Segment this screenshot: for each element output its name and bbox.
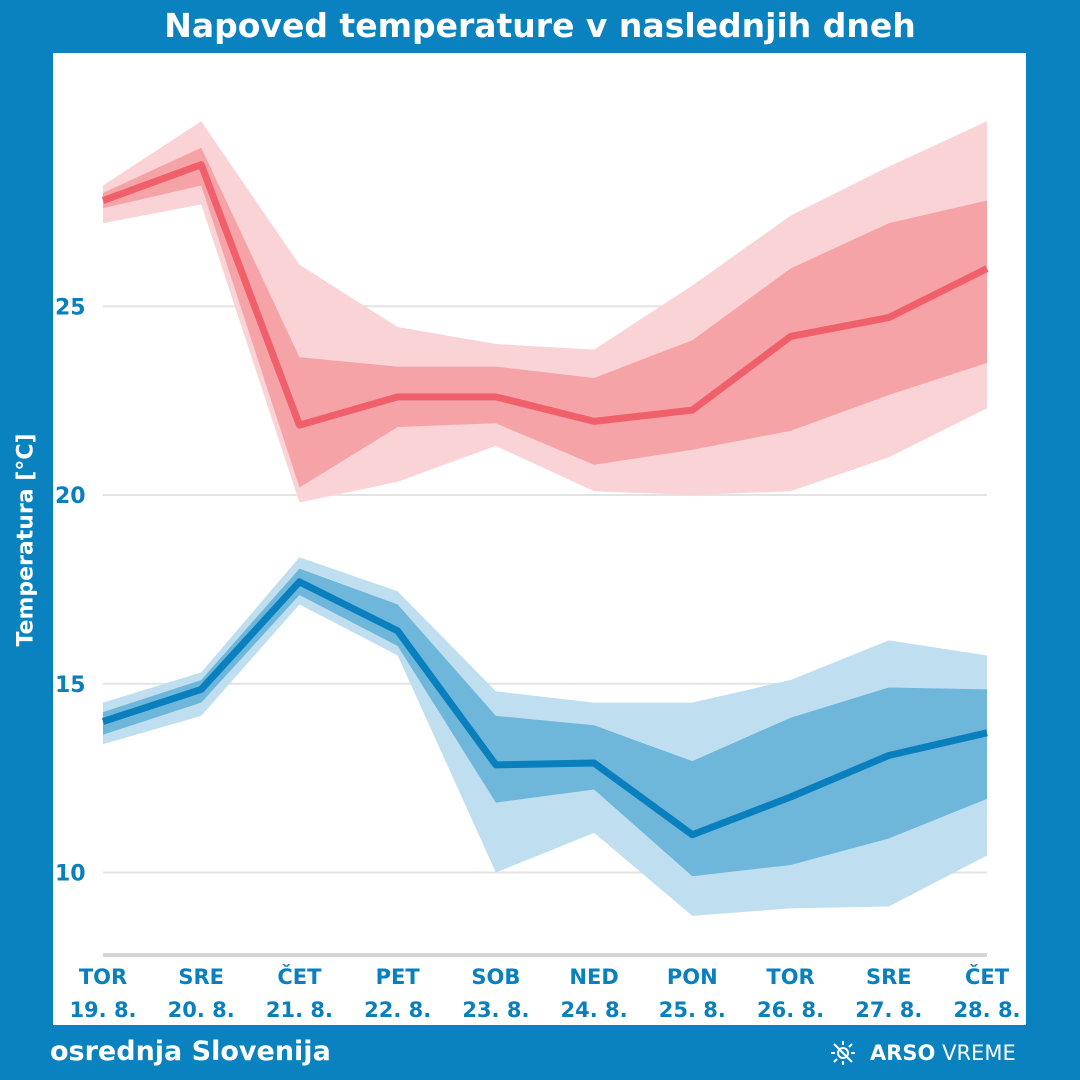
y-tick-label: 25 [55, 295, 86, 320]
y-tick-label: 15 [55, 673, 86, 698]
x-tick-day: ČET [277, 964, 322, 989]
x-tick-date: 24. 8. [561, 998, 628, 1022]
x-tick-date: 28. 8. [953, 998, 1020, 1022]
x-tick-day: SOB [471, 965, 520, 989]
x-tick-day: TOR [766, 965, 814, 989]
x-tick-date: 27. 8. [855, 998, 922, 1022]
x-tick-day: ČET [965, 964, 1010, 989]
x-tick-day: SRE [866, 965, 912, 989]
region-label: osrednja Slovenija [50, 1036, 331, 1067]
chart-title: Napoved temperature v naslednjih dneh [164, 6, 916, 45]
brand-logo: ARSO VREME [830, 1040, 1016, 1066]
x-tick-date: 26. 8. [757, 998, 824, 1022]
x-tick-day: TOR [79, 965, 127, 989]
brand-light: VREME [942, 1041, 1016, 1065]
x-tick-date: 19. 8. [69, 998, 136, 1022]
x-tick-date: 21. 8. [266, 998, 333, 1022]
x-tick-day: PET [376, 965, 421, 989]
x-tick-day: NED [569, 965, 618, 989]
x-tick-date: 20. 8. [168, 998, 235, 1022]
y-tick-label: 20 [55, 484, 86, 509]
min-median-line [101, 578, 988, 839]
min-inner-band [103, 568, 987, 877]
sun-icon [831, 1041, 855, 1065]
brand-bold: ARSO [870, 1041, 936, 1065]
max-median-line [101, 161, 989, 429]
x-tick-date: 23. 8. [462, 998, 529, 1022]
x-tick-day: SRE [178, 965, 224, 989]
x-tick-date: 25. 8. [659, 998, 726, 1022]
max-inner-band [103, 147, 987, 488]
y-tick-label: 10 [55, 862, 86, 887]
x-tick-day: PON [667, 965, 718, 989]
x-tick-date: 22. 8. [364, 998, 431, 1022]
